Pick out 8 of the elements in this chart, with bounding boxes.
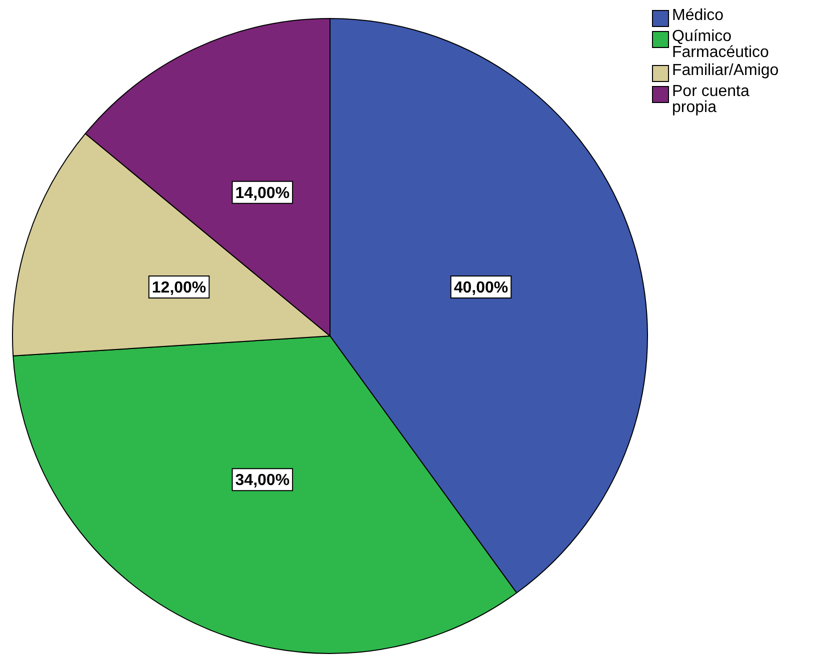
data-label: 34,00%: [235, 472, 290, 490]
data-label: 12,00%: [152, 279, 206, 296]
data-label: 40,00%: [454, 279, 508, 296]
legend-label: Médico: [672, 7, 725, 24]
legend-label: Químico Farmacéutico: [672, 28, 770, 61]
legend-label: Familiar/Amigo: [672, 62, 780, 79]
legend-label: Por cuenta propia: [672, 83, 750, 116]
data-label: 14,00%: [235, 184, 290, 202]
